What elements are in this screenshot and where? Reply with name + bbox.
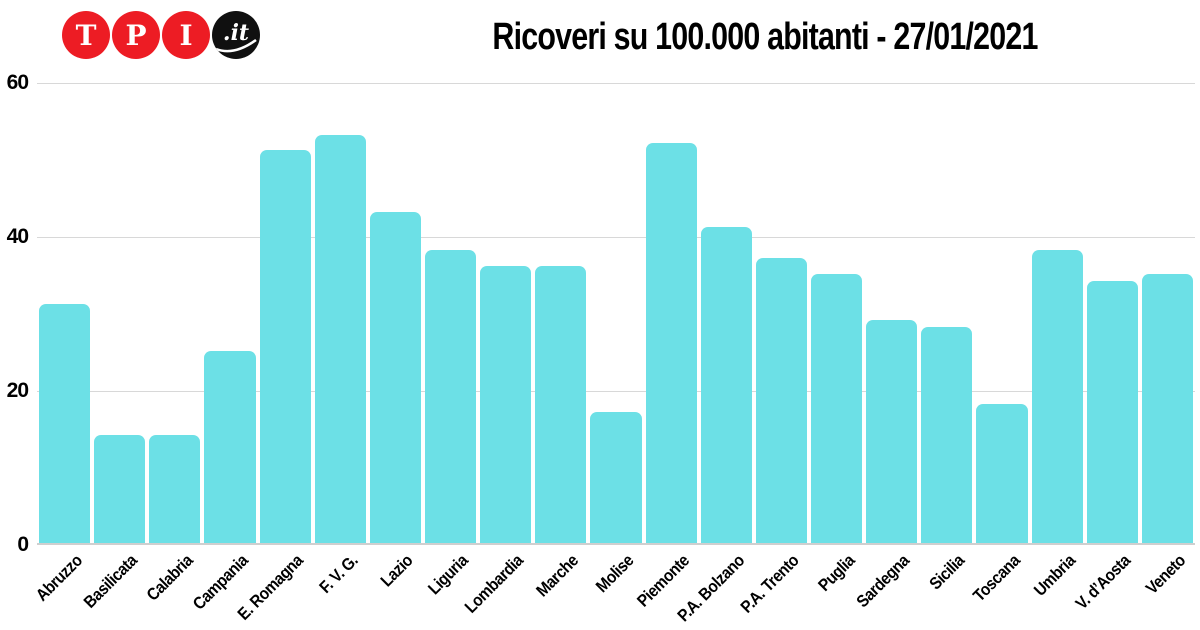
x-axis-label: Sicilia [925, 551, 969, 594]
x-axis-label: Umbria [1029, 551, 1079, 600]
bar-calabria [149, 435, 201, 543]
bar-f-v-g [314, 134, 366, 543]
bar-abruzzo [39, 304, 91, 543]
bar-veneto [1141, 273, 1193, 543]
gridline-40 [37, 237, 1195, 238]
logo-letter-p: P [125, 18, 147, 52]
x-axis-label: Toscana [969, 551, 1024, 606]
logo-letter-t: T [75, 18, 97, 52]
logo-letter-circle-i: I [162, 11, 210, 59]
bar-sicilia [921, 327, 973, 543]
bar-p-a-trento [755, 258, 807, 543]
x-axis-label: Abruzzo [32, 551, 87, 605]
y-axis-tick-60: 60 [6, 71, 29, 94]
x-axis-label: Campania [188, 551, 252, 614]
logo-it-circle: .it [212, 11, 260, 59]
bar-piemonte [645, 142, 697, 543]
tpi-logo: T P I .it [62, 11, 260, 59]
x-axis-label: F. V. G. [315, 551, 362, 597]
bar-basilicata [94, 435, 146, 543]
x-axis-label: Marche [532, 551, 583, 601]
y-axis-tick-20: 20 [6, 379, 29, 402]
bar-sardegna [866, 319, 918, 543]
x-axis-label: V. d’Aosta [1071, 551, 1134, 614]
bar-lombardia [480, 265, 532, 543]
x-axis-label: Calabria [142, 551, 197, 605]
bar-v-d-aosta [1086, 281, 1138, 543]
x-axis-label: Veneto [1141, 551, 1189, 599]
bar-marche [535, 265, 587, 543]
gridline-60 [37, 83, 1195, 84]
bar-campania [204, 350, 256, 543]
logo-suffix-it: .it [222, 20, 250, 46]
logo-letter-i: I [179, 18, 193, 52]
bar-puglia [811, 273, 863, 543]
x-axis-label: Basilicata [80, 551, 142, 612]
logo-swoosh-icon [215, 38, 257, 53]
y-axis-tick-40: 40 [6, 225, 29, 248]
x-axis-label: Puglia [814, 551, 859, 595]
bar-liguria [425, 250, 477, 543]
x-axis-label: Lombardia [461, 551, 528, 617]
bar-e-romagna [259, 150, 311, 543]
logo-letter-circle-t: T [62, 11, 110, 59]
bar-molise [590, 412, 642, 543]
x-axis-label: Lazio [377, 551, 417, 591]
x-axis-label: P.A. Trento [737, 551, 803, 617]
logo-letter-circle-p: P [112, 11, 160, 59]
bar-lazio [369, 211, 421, 543]
gridline-20 [37, 391, 1195, 392]
x-axis-label: Piemonte [632, 551, 693, 611]
y-axis-tick-0: 0 [17, 533, 29, 556]
chart-title: Ricoveri su 100.000 abitanti - 27/01/202… [492, 16, 1038, 58]
x-axis-label: Sardegna [852, 551, 914, 612]
x-axis-label: P.A. Bolzano [673, 551, 748, 626]
x-axis-label: Liguria [424, 551, 473, 599]
bar-umbria [1031, 250, 1083, 543]
x-axis-label: Molise [592, 551, 638, 597]
bar-toscana [976, 404, 1028, 543]
x-axis-label: E. Romagna [233, 551, 307, 624]
plot-area [37, 83, 1195, 545]
bar-p-a-bolzano [700, 227, 752, 543]
